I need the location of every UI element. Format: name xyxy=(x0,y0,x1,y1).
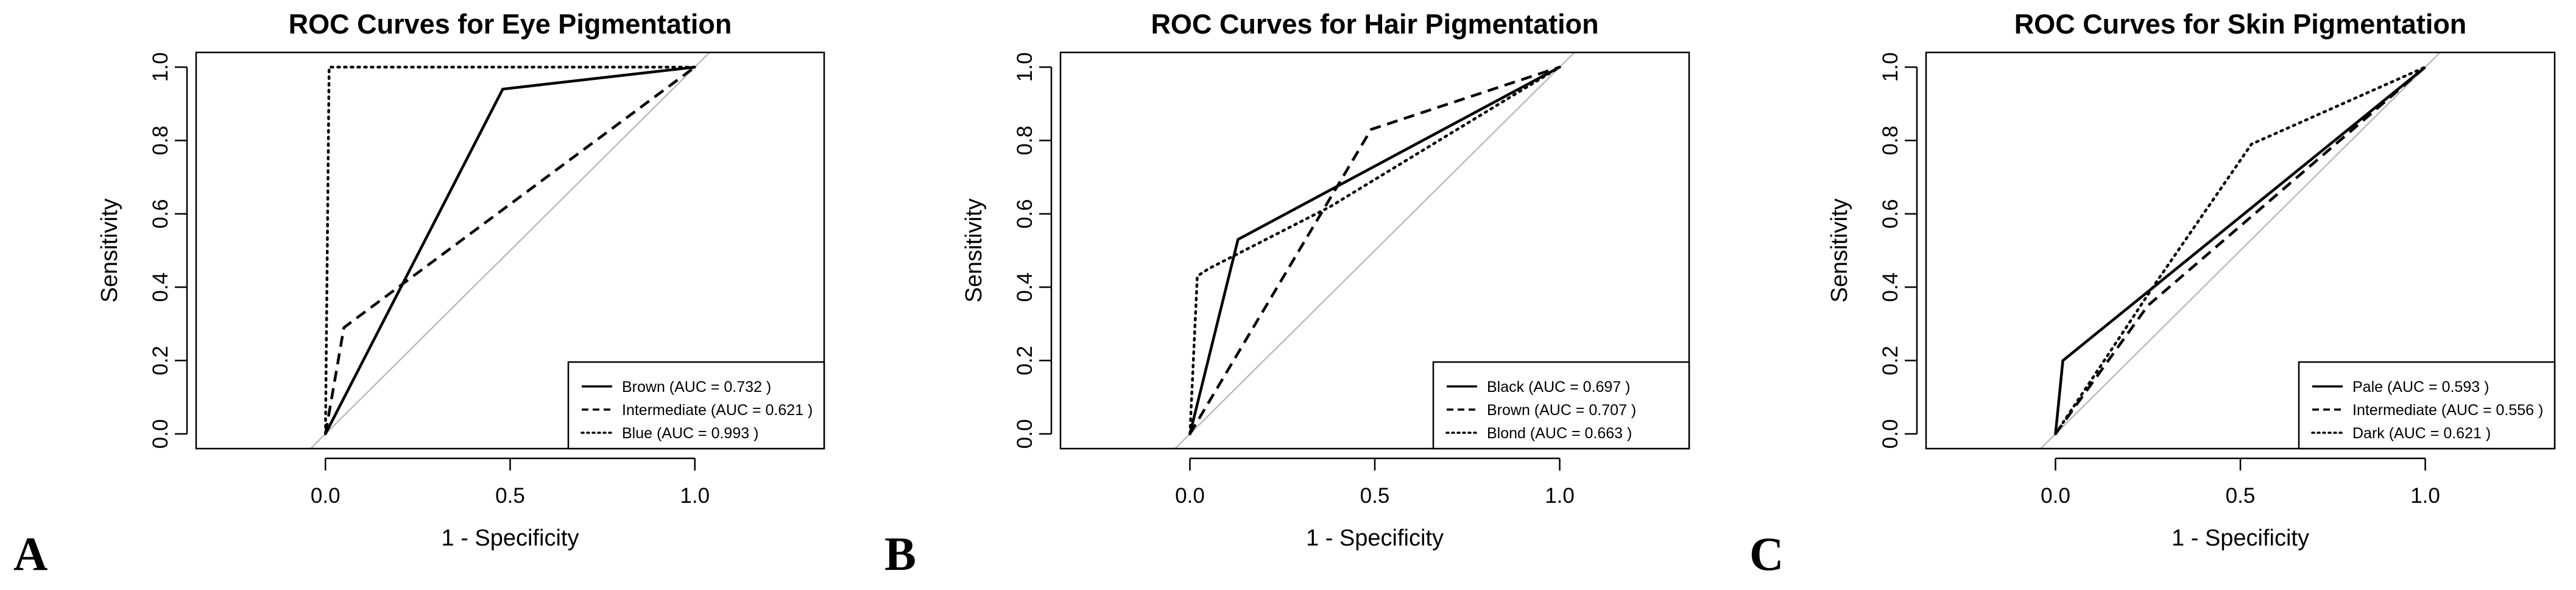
legend-entry-label: Intermediate (AUC = 0.556 ) xyxy=(2352,402,2543,419)
y-tick-label: 0.2 xyxy=(1013,346,1037,375)
x-tick-label: 0.0 xyxy=(2041,484,2070,508)
x-axis-label: 1 - Specificity xyxy=(1306,525,1444,551)
y-tick-label: 0.6 xyxy=(1879,199,1902,229)
panel-letter: C xyxy=(1749,527,1784,580)
x-tick-label: 0.0 xyxy=(311,484,341,508)
legend-entry-label: Brown (AUC = 0.707 ) xyxy=(1487,402,1636,419)
legend-entry-label: Brown (AUC = 0.732 ) xyxy=(622,379,771,396)
x-tick-label: 1.0 xyxy=(2410,484,2440,508)
y-tick-label: 0.8 xyxy=(1013,126,1037,155)
x-tick-label: 0.5 xyxy=(2226,484,2256,508)
y-tick-label: 1.0 xyxy=(1879,52,1902,82)
y-tick-label: 0.0 xyxy=(1013,419,1037,449)
chart-title: ROC Curves for Skin Pigmentation xyxy=(2014,9,2467,40)
y-tick-label: 1.0 xyxy=(149,52,172,82)
legend: Black (AUC = 0.697 ) Brown (AUC = 0.707 )… xyxy=(1432,361,1690,450)
y-tick-label: 0.6 xyxy=(1013,199,1037,229)
legend-entry-label: Blond (AUC = 0.663 ) xyxy=(1487,425,1632,442)
y-tick-label: 0.8 xyxy=(149,126,172,155)
chart-title: ROC Curves for Hair Pigmentation xyxy=(1151,9,1598,40)
legend-box xyxy=(567,361,825,450)
legend: Brown (AUC = 0.732 ) Intermediate (AUC = … xyxy=(567,361,825,450)
chart-title: ROC Curves for Eye Pigmentation xyxy=(289,9,732,40)
roc-panel-b: ROC Curves for Hair Pigmentation 0.0 0.5 1.… xyxy=(884,9,1690,580)
y-tick-label: 0.0 xyxy=(149,419,172,449)
x-tick-label: 0.5 xyxy=(495,484,525,508)
y-axis-label: Sensitivity xyxy=(961,198,987,302)
plot-frame xyxy=(1059,51,1690,450)
y-tick-label: 0.4 xyxy=(149,272,172,302)
x-axis-label: 1 - Specificity xyxy=(442,525,579,551)
y-tick-label: 0.8 xyxy=(1879,126,1902,155)
series-line-dashed xyxy=(324,66,696,435)
series-line-solid xyxy=(2054,66,2426,435)
series-line-dashed xyxy=(1188,65,1561,435)
panel-letter: B xyxy=(884,527,916,580)
legend-entry-label: Blue (AUC = 0.993 ) xyxy=(622,425,758,442)
legend-entry-label: Pale (AUC = 0.593 ) xyxy=(2352,379,2489,396)
y-tick-label: 0.2 xyxy=(149,346,172,375)
x-tick-label: 0.0 xyxy=(1175,484,1205,508)
series-line-dotted xyxy=(324,65,696,436)
reference-diagonal-line xyxy=(2039,52,2441,449)
y-tick-label: 0.6 xyxy=(149,199,172,229)
y-axis-label: Sensitivity xyxy=(1827,198,1852,302)
legend-entry-label: Intermediate (AUC = 0.621 ) xyxy=(622,402,813,419)
x-tick-label: 1.0 xyxy=(1545,484,1575,508)
y-axis-label: Sensitivity xyxy=(97,198,122,302)
legend-box xyxy=(1432,361,1690,450)
y-tick-label: 0.0 xyxy=(1879,419,1902,449)
roc-panel-a: ROC Curves for Eye Pigmentation 0.0 0.5 1.0… xyxy=(13,9,825,580)
reference-diagonal-line xyxy=(309,52,711,449)
y-tick-label: 0.4 xyxy=(1013,272,1037,302)
panel-letter: A xyxy=(13,527,48,580)
series-line-solid xyxy=(1188,66,1561,435)
x-axis-label: 1 - Specificity xyxy=(2172,525,2309,551)
legend-entry-label: Black (AUC = 0.697 ) xyxy=(1487,379,1631,396)
plot-frame xyxy=(195,51,825,450)
reference-diagonal-line xyxy=(1174,52,1576,449)
roc-panel-c: ROC Curves for Skin Pigmentation 0.0 0.5 1.… xyxy=(1749,9,2556,580)
x-tick-label: 1.0 xyxy=(680,484,710,508)
series-line-dotted xyxy=(1188,65,1561,436)
legend-box xyxy=(2298,361,2556,450)
y-tick-label: 1.0 xyxy=(1013,52,1037,82)
plot-frame xyxy=(1925,51,2556,450)
y-tick-label: 0.4 xyxy=(1879,272,1902,302)
series-line-dotted xyxy=(2054,65,2427,436)
y-tick-label: 0.2 xyxy=(1879,346,1902,375)
x-tick-label: 0.5 xyxy=(1360,484,1390,508)
series-line-solid xyxy=(324,65,695,435)
legend: Pale (AUC = 0.593 ) Intermediate (AUC = 0… xyxy=(2298,361,2556,450)
legend-entry-label: Dark (AUC = 0.621 ) xyxy=(2352,425,2491,442)
